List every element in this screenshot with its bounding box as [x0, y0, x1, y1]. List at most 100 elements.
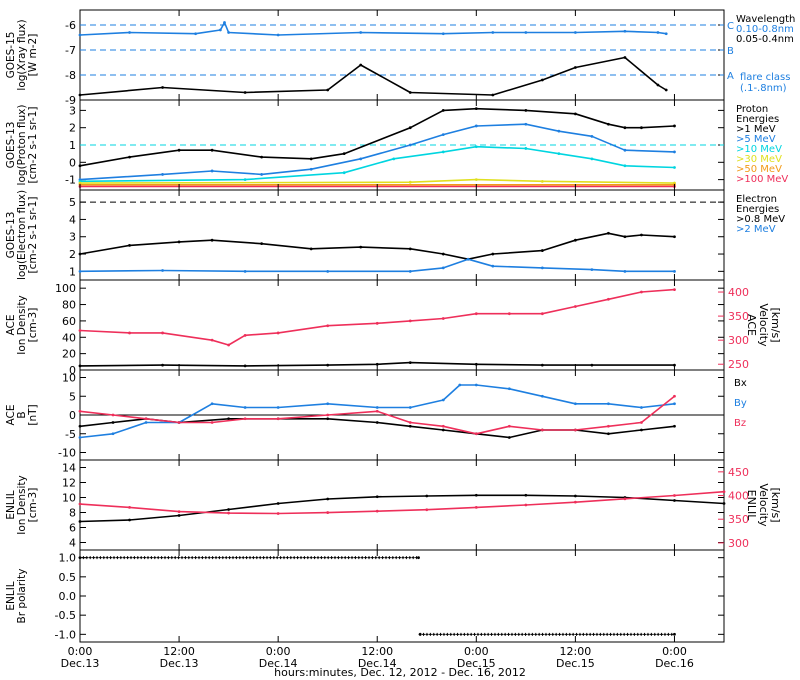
data-point: [161, 86, 164, 89]
y-tick-label: 1: [69, 139, 76, 152]
polarity-marker: [98, 556, 102, 560]
polarity-marker: [279, 556, 283, 560]
data-point: [640, 421, 643, 424]
polarity-marker: [231, 556, 235, 560]
polarity-marker: [588, 632, 592, 636]
data-point: [441, 150, 445, 154]
flare-class-note: flare class: [740, 72, 790, 83]
y-axis-label: GOES-13: [5, 212, 17, 259]
y-tick-label: 0: [69, 409, 76, 422]
data-point: [474, 107, 478, 111]
data-point: [78, 520, 82, 523]
series-line: [79, 123, 675, 181]
data-point: [128, 505, 131, 509]
polarity-marker: [105, 556, 109, 560]
data-point: [260, 242, 264, 246]
polarity-marker: [316, 556, 320, 560]
polarity-marker: [323, 556, 327, 560]
data-point: [524, 493, 528, 497]
data-point: [474, 312, 478, 316]
data-point: [474, 493, 478, 497]
data-point: [342, 171, 346, 175]
data-point: [309, 247, 313, 251]
y-axis-label: [W m-2]: [27, 34, 39, 77]
data-point: [623, 148, 627, 152]
data-point: [375, 409, 379, 413]
polarity-marker: [486, 632, 490, 636]
data-point: [573, 402, 577, 406]
data-point: [507, 424, 511, 428]
series-line: [79, 494, 725, 523]
polarity-marker: [496, 632, 500, 636]
data-point: [507, 436, 511, 439]
polarity-marker: [180, 556, 184, 560]
data-point: [640, 406, 643, 409]
data-point: [326, 402, 330, 406]
series-line: [79, 56, 667, 96]
series-line: [80, 558, 675, 635]
polarity-marker: [183, 556, 187, 560]
y2-axis-label: Velocity: [757, 303, 770, 347]
data-point: [359, 157, 363, 161]
panel-ace-mag: -10 -5 0 5 10 ACE B [nT] Bx By Bz: [5, 369, 747, 461]
data-point: [441, 424, 445, 428]
x-axis: 0:00Dec.1312:00Dec.130:00Dec.1412:00Dec.…: [61, 10, 694, 670]
y-axis-label: GOES-13: [5, 122, 17, 169]
x-tick-date: Dec.14: [259, 657, 298, 670]
data-point: [375, 406, 379, 409]
polarity-marker: [241, 556, 245, 560]
y-axis-label: B: [16, 411, 28, 418]
data-point: [260, 155, 264, 159]
data-point: [623, 56, 627, 59]
data-point: [441, 252, 445, 256]
y-axis-label: ACE: [5, 405, 17, 426]
data-point: [573, 31, 577, 34]
data-point: [128, 243, 131, 247]
polarity-marker: [115, 556, 119, 560]
x-tick-date: Dec.13: [61, 657, 100, 670]
legend-entry: >10 MeV: [736, 144, 782, 155]
polarity-marker: [347, 556, 351, 560]
polarity-marker: [612, 632, 616, 636]
y2-axis-label: Velocity: [757, 483, 770, 527]
legend-entry: >0.8 MeV: [736, 214, 785, 225]
data-point: [507, 387, 511, 391]
data-point: [640, 290, 643, 294]
y-tick-label: 2: [69, 248, 76, 261]
data-point: [491, 252, 495, 256]
y-tick-label: 5: [69, 196, 76, 209]
polarity-marker: [364, 556, 368, 560]
polarity-marker: [370, 556, 374, 560]
y-axis-label: [cm-3]: [27, 308, 39, 343]
y-axis-label: log(Proton flux): [16, 105, 28, 186]
polarity-marker: [452, 632, 456, 636]
polarity-marker: [275, 556, 279, 560]
data-point: [540, 266, 544, 270]
polarity-marker: [326, 556, 330, 560]
data-point: [540, 428, 544, 432]
legend-entry: >30 MeV: [736, 154, 782, 165]
data-point: [78, 424, 82, 428]
panel-goes-xray: -9 -8 -7 -6 GOES-15 log(Xray flux) [W m-2] C B A f…: [5, 9, 795, 107]
polarity-marker: [585, 632, 589, 636]
polarity-marker: [367, 556, 371, 560]
data-point: [673, 394, 676, 398]
y-axis-label: [cm-3]: [27, 488, 39, 523]
data-point: [640, 126, 643, 130]
data-point: [557, 129, 561, 133]
polarity-marker: [88, 556, 92, 560]
polarity-marker: [605, 632, 609, 636]
data-point: [722, 490, 726, 494]
data-point: [524, 503, 528, 507]
polarity-marker: [299, 556, 303, 560]
polarity-marker: [221, 556, 225, 560]
polarity-marker: [143, 556, 147, 560]
data-point: [441, 317, 445, 320]
polarity-marker: [425, 632, 429, 636]
data-point: [243, 333, 247, 337]
polarity-marker: [415, 556, 419, 560]
legend-entry: Bx: [734, 378, 747, 389]
y2-tick-label: 350: [728, 513, 749, 526]
